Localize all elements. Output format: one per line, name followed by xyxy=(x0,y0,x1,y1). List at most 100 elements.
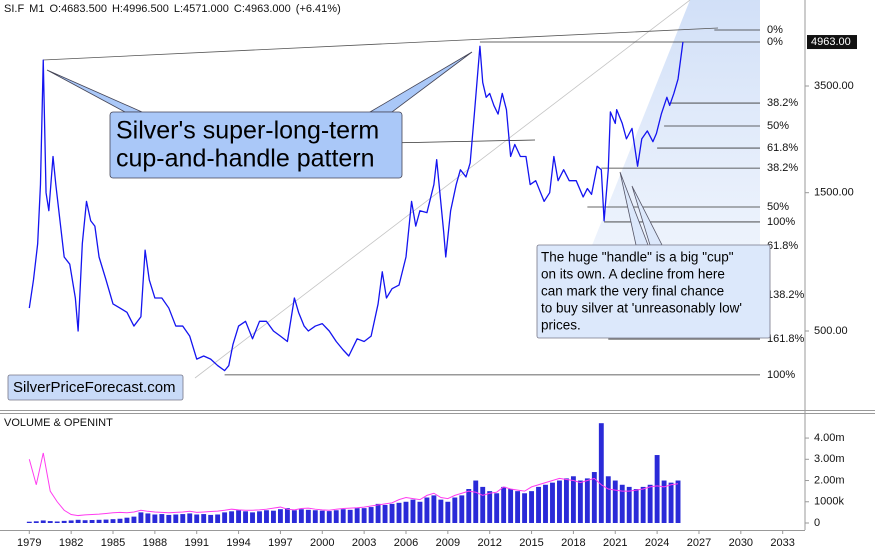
volume-bar xyxy=(229,511,235,523)
volume-bar xyxy=(215,514,221,523)
volume-bar xyxy=(89,520,95,523)
volume-bar xyxy=(619,484,625,523)
y-tick-label: 500.00 xyxy=(814,325,848,337)
volume-bar xyxy=(368,507,374,523)
volume-bar xyxy=(319,510,325,523)
volume-bar xyxy=(145,513,151,523)
volume-bar xyxy=(577,480,583,523)
volume-bar xyxy=(647,484,653,523)
volume-bar xyxy=(563,478,569,523)
volume-bar xyxy=(271,510,276,523)
last-price-box xyxy=(807,35,857,50)
volume-bar xyxy=(103,519,109,523)
volume-bar xyxy=(333,510,339,523)
rim-line xyxy=(42,27,719,61)
x-tick-label: 1997 xyxy=(268,537,292,549)
x-tick-label: 1982 xyxy=(59,537,83,549)
volume-bar xyxy=(138,512,144,523)
x-tick-label: 1994 xyxy=(226,537,250,549)
volume-bar xyxy=(277,509,283,523)
callout-text: The huge "handle" is a big "cup" xyxy=(541,250,734,265)
volume-bar xyxy=(605,476,611,523)
volume-bar xyxy=(264,510,269,523)
volume-bar xyxy=(187,513,193,523)
volume-bar xyxy=(557,480,562,523)
volume-bar xyxy=(284,508,290,523)
volume-bar xyxy=(61,520,67,523)
volume-bar xyxy=(33,521,39,523)
volume-bar xyxy=(152,514,158,523)
volume-bar xyxy=(536,486,541,523)
volume-bar xyxy=(466,489,472,523)
header: SI.F M1 O:4683.500 H:4996.500 L:4571.000 C:49… xyxy=(4,3,341,15)
x-tick-label: 1988 xyxy=(143,537,167,549)
volume-bar xyxy=(445,501,451,523)
volume-bar xyxy=(438,499,444,523)
volume-bar xyxy=(222,512,228,523)
volume-bar xyxy=(298,509,304,523)
volume-bar xyxy=(68,520,74,523)
volume-bar xyxy=(326,511,332,523)
data-layer xyxy=(26,41,684,523)
volume-bar xyxy=(529,491,534,523)
x-tick-label: 2012 xyxy=(477,537,501,549)
volume-bar xyxy=(612,480,618,523)
volume-bar xyxy=(180,514,186,523)
level-label: 50% xyxy=(767,201,789,213)
volume-bar xyxy=(201,514,207,523)
volume-bar xyxy=(124,517,130,523)
volume-bar xyxy=(54,521,60,523)
volume-bar xyxy=(236,510,242,523)
level-label: 138.2% xyxy=(767,289,805,301)
header-field: O:4683.500 xyxy=(49,3,107,15)
volume-bar xyxy=(403,501,409,523)
volume-bar xyxy=(361,508,367,523)
x-tick-label: 1985 xyxy=(101,537,125,549)
volume-bar xyxy=(417,501,423,523)
volume-bar xyxy=(598,423,604,523)
callout-text: Silver's super-long-term xyxy=(116,117,379,145)
price-line xyxy=(28,41,684,372)
volume-bar xyxy=(640,486,646,523)
level-label: 161.8% xyxy=(767,333,805,345)
volume-bar xyxy=(208,514,214,523)
volume-bar xyxy=(75,519,81,523)
level-label: 38.2% xyxy=(767,97,798,109)
callout-text: cup-and-handle pattern xyxy=(116,145,375,173)
volume-bar xyxy=(633,489,639,523)
callout-text: to buy silver at 'unreasonably low' xyxy=(541,301,742,316)
callout-box xyxy=(109,111,403,179)
x-tick-label: 2024 xyxy=(645,537,669,549)
level-label: 38.2% xyxy=(767,162,798,174)
header-field: SI.F xyxy=(4,3,24,15)
level-label: 0% xyxy=(767,36,783,48)
trend-line xyxy=(194,0,691,379)
header-field: (+6.41%) xyxy=(296,3,341,15)
volume-bar xyxy=(661,480,667,523)
volume-bar xyxy=(173,514,179,523)
x-tick-label: 1979 xyxy=(17,537,41,549)
volume-bar xyxy=(452,497,458,523)
volume-bar xyxy=(250,512,255,523)
level-label: 61.8% xyxy=(767,240,798,252)
header-field: C:4963.000 xyxy=(234,3,291,15)
volume-bar xyxy=(375,503,381,523)
y-tick-label: 1500.00 xyxy=(814,187,854,199)
volume-bar xyxy=(396,502,402,523)
volume-bar xyxy=(424,497,430,523)
volume-bar xyxy=(382,504,388,523)
volume-bar xyxy=(305,509,311,523)
watermark-box xyxy=(7,374,184,401)
volume-bar xyxy=(389,503,395,523)
volume-bar xyxy=(159,514,165,523)
handle-line xyxy=(387,139,536,144)
y-tick-label: 3500.00 xyxy=(814,80,854,92)
x-tick-label: 2018 xyxy=(561,537,585,549)
level-label: 50% xyxy=(767,120,789,132)
y-tick-label: 4.00m xyxy=(814,432,845,444)
x-tick-label: 2027 xyxy=(687,537,711,549)
level-label: 61.8% xyxy=(767,142,798,154)
